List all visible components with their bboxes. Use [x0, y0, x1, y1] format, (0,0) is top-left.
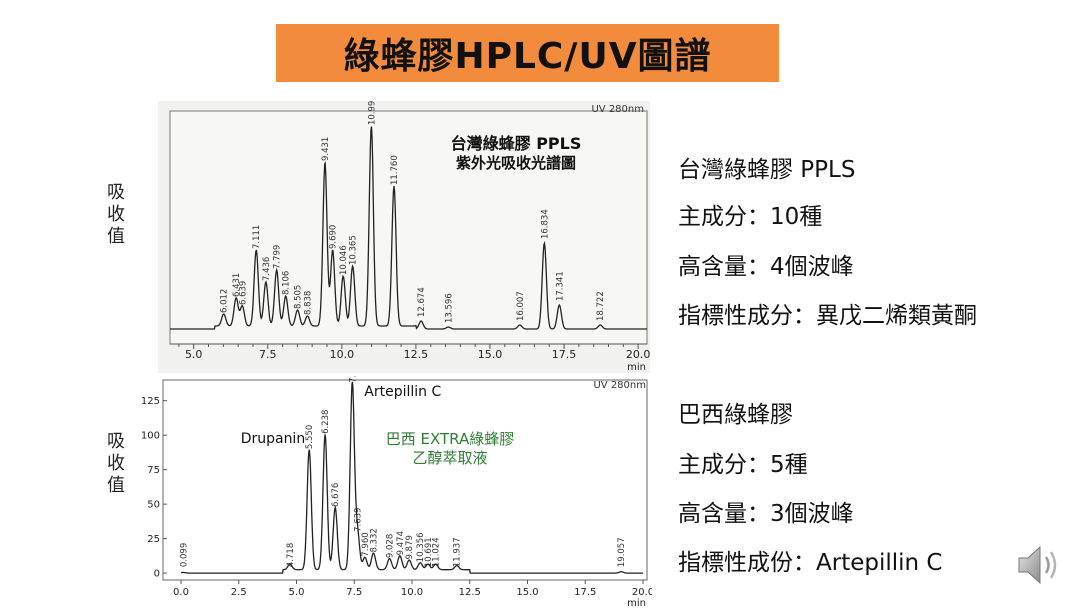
taiwan-line-3: 指標性成分：異戊二烯類黃酮	[678, 303, 977, 329]
peak-label: 13.596	[444, 293, 454, 323]
peak-label: 6.012	[220, 289, 230, 313]
x-tick-label: 10.0	[401, 587, 423, 598]
taiwan-line-1: 主成分：10種	[678, 204, 823, 230]
peak-label: 8.106	[282, 271, 292, 295]
y-tick-label: 50	[147, 500, 160, 511]
x-tick-label: 17.5	[574, 587, 596, 598]
detector-label: UV 280nm	[591, 104, 644, 115]
peak-label: 12.674	[417, 287, 427, 317]
taiwan-heading: 台灣綠蜂膠 PPLS	[678, 157, 856, 183]
x-axis-unit: min	[627, 362, 646, 373]
annotation-artepillin-c: Artepillin C	[364, 384, 441, 400]
peak-label: 7.111	[252, 225, 262, 249]
chart-subtitle: 紫外光吸收光譜圖	[456, 154, 576, 172]
peak-label: 8.332	[369, 528, 379, 552]
x-tick-label: 12.5	[404, 348, 429, 361]
brazil-heading: 巴西綠蜂膠	[678, 402, 793, 428]
brazil-line-1: 主成分：5種	[678, 452, 808, 478]
peak-label: 11.937	[453, 537, 463, 567]
peak-label: 11.024	[432, 537, 442, 567]
peak-label: 4.718	[286, 543, 296, 567]
x-tick-label: 7.5	[346, 587, 362, 598]
peak-label: 11.760	[390, 155, 400, 185]
x-tick-label: 5.0	[289, 587, 305, 598]
peak-label: 6.639	[238, 281, 248, 305]
taiwan-line-2: 高含量：4個波峰	[678, 254, 854, 280]
detector-label: UV 280nm	[593, 380, 646, 391]
peak-label: 7.960	[361, 532, 371, 556]
brazil-line-2: 高含量：3個波峰	[678, 501, 854, 527]
x-tick-label: 0.0	[173, 587, 189, 598]
peak-label: 9.474	[396, 531, 406, 555]
x-axis-unit: min	[627, 598, 646, 609]
peak-label: 7.639	[353, 508, 363, 532]
x-tick-label: 2.5	[231, 587, 247, 598]
peak-label: 6.238	[321, 410, 331, 434]
peak-label: 7.799	[273, 245, 283, 269]
chart-brazil-extra: UV 280nm 巴西 EXTRA綠蜂膠 乙醇萃取液 0.099 4.718 5.5…	[140, 376, 652, 610]
y-tick-label: 25	[147, 534, 160, 545]
chromatogram-trace	[180, 381, 643, 574]
peak-label: 6.431	[232, 273, 242, 297]
plot-frame	[162, 379, 648, 581]
peak-label: 9.431	[321, 137, 331, 161]
peak-label: 5.550	[305, 425, 315, 449]
x-tick-label: 10.0	[330, 348, 355, 361]
speaker-icon[interactable]	[1015, 540, 1063, 590]
x-tick-label: 5.0	[185, 348, 203, 361]
slide-title: 綠蜂膠HPLC/UV圖譜	[276, 24, 779, 82]
annotation-drupanin: Drupanin	[241, 431, 306, 447]
x-tick-label: 15.0	[516, 587, 538, 598]
y-tick-label: 125	[141, 396, 160, 407]
peak-label: 10.365	[349, 235, 359, 265]
plot-frame	[169, 110, 648, 345]
peak-label: 10.356	[416, 532, 426, 562]
x-tick-label: 20.0	[632, 587, 652, 598]
x-tick-label: 17.5	[552, 348, 577, 361]
peak-label: 16.007	[516, 291, 526, 321]
y-axis-label-bottom: 吸收值	[107, 431, 125, 496]
y-tick-label: 0	[154, 569, 160, 580]
peak-label: 9.690	[329, 225, 339, 249]
peak-label: 0.099	[179, 543, 189, 567]
x-tick-label: 20.0	[626, 348, 650, 361]
peak-label: 9.028	[386, 534, 396, 558]
chart-taiwan-ppls: UV 280nm 台灣綠蜂膠 PPLS 紫外光吸收光譜圖 6.0126.4316…	[158, 101, 650, 373]
brazil-line-3: 指標性成份：Artepillin C	[678, 550, 943, 576]
peak-label: 19.057	[617, 537, 627, 567]
chart-title: 巴西 EXTRA綠蜂膠	[386, 430, 515, 448]
x-tick-label: 7.5	[259, 348, 277, 361]
peak-label: 10.691	[424, 537, 434, 567]
peak-label: 8.838	[303, 291, 313, 315]
x-tick-label: 15.0	[478, 348, 503, 361]
peak-label: 7.415	[348, 376, 358, 383]
x-tick-label: 12.5	[459, 587, 481, 598]
peak-label: 9.879	[405, 535, 415, 559]
y-axis-label-top: 吸收值	[107, 182, 125, 247]
peak-label: 18.722	[596, 291, 606, 321]
peak-label: 6.676	[331, 483, 341, 507]
y-tick-label: 100	[141, 431, 160, 442]
y-tick-label: 75	[147, 465, 160, 476]
peak-label: 8.505	[294, 285, 304, 309]
chart-title: 台灣綠蜂膠 PPLS	[451, 134, 582, 153]
chromatogram-trace	[170, 126, 647, 330]
peak-label: 17.341	[555, 271, 565, 301]
peak-label: 10.046	[339, 245, 349, 275]
chart-subtitle: 乙醇萃取液	[412, 449, 487, 467]
peak-label: 10.995	[367, 101, 377, 125]
peak-label: 16.834	[540, 209, 550, 239]
peak-label: 7.436	[262, 257, 272, 281]
